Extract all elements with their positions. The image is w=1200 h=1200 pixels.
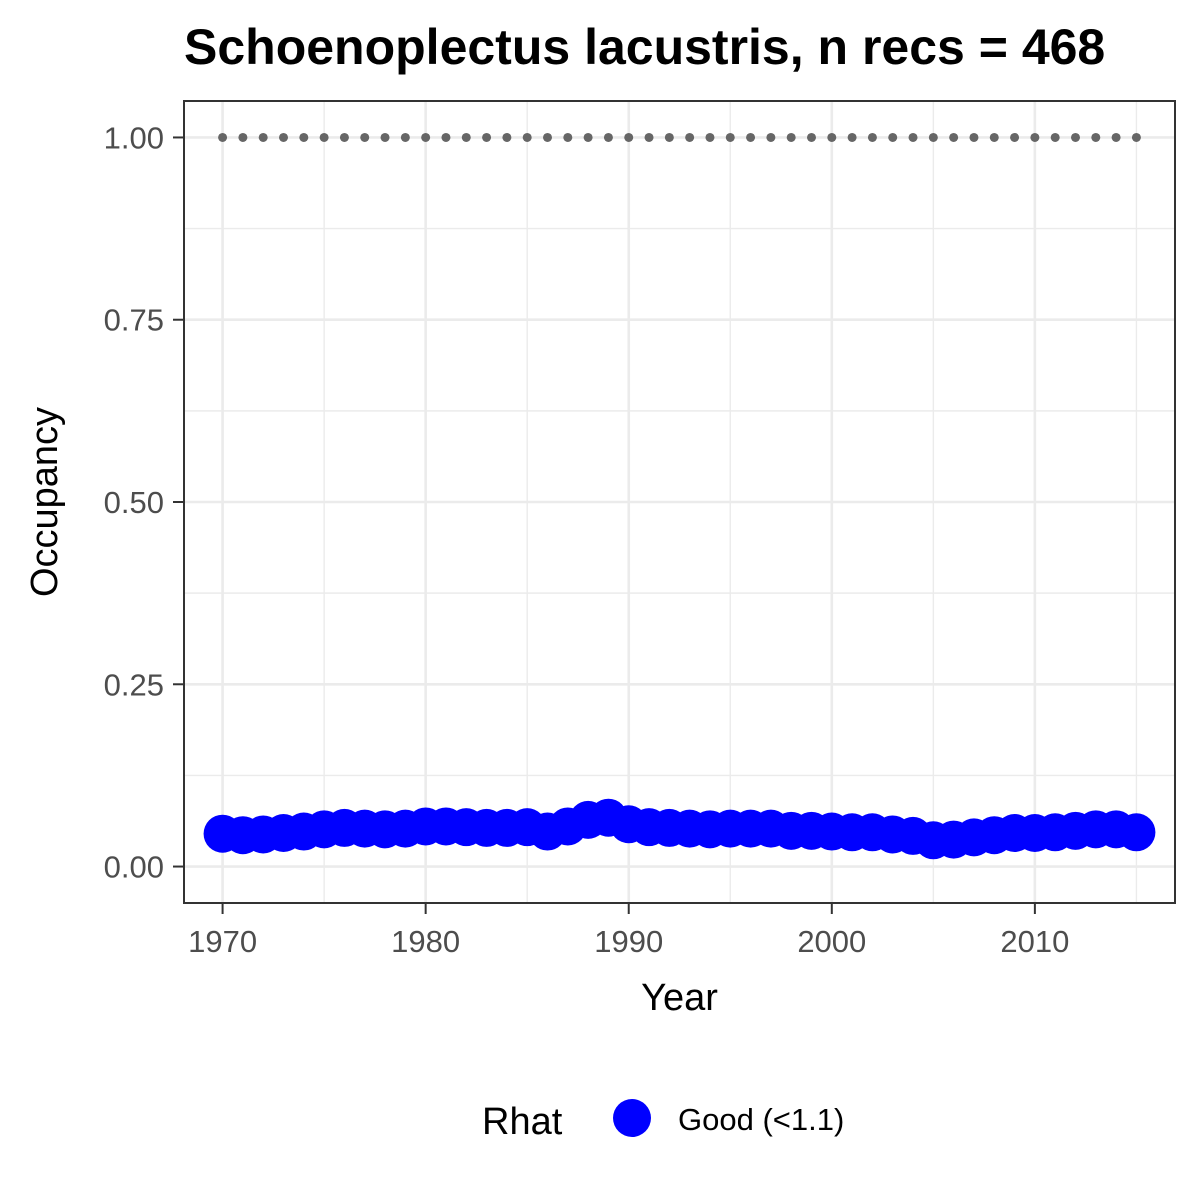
upper-bound-point	[482, 132, 492, 142]
x-tick-label: 2010	[1000, 924, 1069, 959]
x-tick-label: 1970	[188, 924, 257, 959]
y-tick-label: 0.00	[104, 850, 164, 885]
upper-bound-point	[827, 132, 837, 142]
upper-bound-point	[928, 132, 938, 142]
upper-bound-point	[1111, 132, 1121, 142]
upper-bound-point	[583, 132, 593, 142]
x-tick-label: 1980	[391, 924, 460, 959]
upper-bound-point	[867, 132, 877, 142]
x-tick-label: 2000	[797, 924, 866, 959]
grid-lines	[184, 101, 1175, 903]
upper-bound-point	[1131, 132, 1141, 142]
upper-bound-point	[339, 132, 349, 142]
upper-bound-point	[279, 132, 289, 142]
upper-bound-point	[603, 132, 613, 142]
upper-bound-point	[786, 132, 796, 142]
legend-label-good: Good (<1.1)	[678, 1102, 844, 1137]
upper-bound-point	[1070, 132, 1080, 142]
upper-bound-point	[461, 132, 471, 142]
upper-bound-point	[969, 132, 979, 142]
upper-bound-point	[522, 132, 532, 142]
upper-bound-point	[380, 132, 390, 142]
upper-bound-point	[746, 132, 756, 142]
upper-bound-point	[258, 132, 268, 142]
upper-bound-point	[218, 132, 228, 142]
upper-bound-point	[319, 132, 329, 142]
upper-bound-point	[238, 132, 248, 142]
upper-bound-point	[888, 132, 898, 142]
upper-bound-point	[1030, 132, 1040, 142]
upper-bound-point	[624, 132, 634, 142]
upper-bound-point	[1091, 132, 1101, 142]
upper-bound-point	[989, 132, 999, 142]
y-tick-label: 0.25	[104, 667, 164, 702]
x-axis-title: Year	[641, 977, 718, 1019]
occupancy-series	[203, 798, 1156, 860]
upper-bound-point	[502, 132, 512, 142]
upper-bound-point	[1010, 132, 1020, 142]
x-tick-label: 1990	[594, 924, 663, 959]
upper-bound-point	[441, 132, 451, 142]
legend: Rhat Good (<1.1)	[482, 1099, 844, 1143]
upper-bound-point	[664, 132, 674, 142]
upper-bound-point	[421, 132, 431, 142]
upper-bound-point	[725, 132, 735, 142]
axes: 1970 1980 1990 2000 2010 0.00 0.25 0.50 0.75 1.00	[104, 120, 1070, 959]
chart-title: Schoenoplectus lacustris, n recs = 468	[184, 19, 1105, 75]
upper-bound-point	[644, 132, 654, 142]
legend-key-good	[613, 1099, 651, 1137]
upper-bound-point	[360, 132, 370, 142]
legend-title: Rhat	[482, 1101, 563, 1143]
y-axis-title: Occupancy	[24, 407, 66, 597]
upper-bound-point	[908, 132, 918, 142]
upper-bound-point	[806, 132, 816, 142]
y-tick-label: 0.50	[104, 485, 164, 520]
upper-bound-point	[766, 132, 776, 142]
upper-bound-point	[299, 132, 309, 142]
upper-bound-point	[563, 132, 573, 142]
upper-bound-point	[543, 132, 553, 142]
upper-bound-point	[685, 132, 695, 142]
upper-bound-point	[847, 132, 857, 142]
y-tick-label: 0.75	[104, 303, 164, 338]
y-tick-label: 1.00	[104, 120, 164, 155]
upper-bound-series	[218, 132, 1141, 142]
upper-bound-point	[400, 132, 410, 142]
occupancy-point	[1117, 813, 1156, 852]
upper-bound-point	[705, 132, 715, 142]
upper-bound-point	[949, 132, 959, 142]
upper-bound-point	[1050, 132, 1060, 142]
